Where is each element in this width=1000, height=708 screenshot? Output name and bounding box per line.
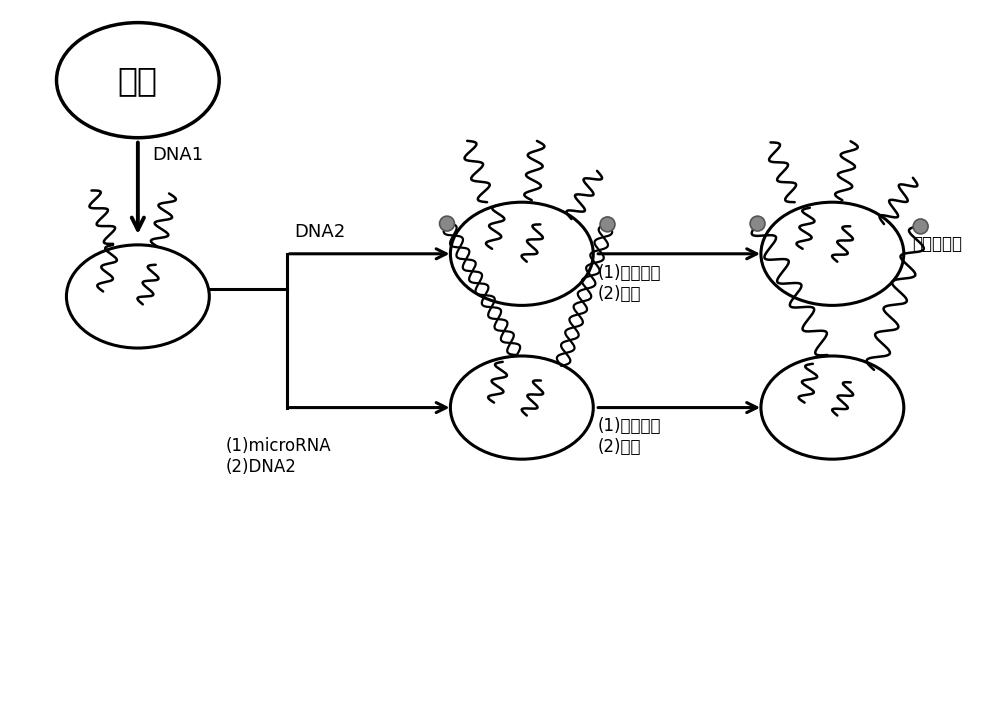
Text: 电极: 电极 [118, 64, 158, 97]
Circle shape [440, 216, 454, 231]
Text: DNA2: DNA2 [295, 223, 346, 241]
Text: (1)连接反应
(2)变性: (1)连接反应 (2)变性 [597, 263, 661, 302]
Text: (1)连接反应
(2)变性: (1)连接反应 (2)变性 [597, 418, 661, 456]
Text: (1)microRNA
(2)DNA2: (1)microRNA (2)DNA2 [225, 438, 331, 476]
Text: 电信号分子: 电信号分子 [912, 235, 962, 253]
Circle shape [913, 219, 928, 234]
Circle shape [600, 217, 615, 232]
Text: DNA1: DNA1 [153, 146, 204, 164]
Circle shape [750, 216, 765, 231]
